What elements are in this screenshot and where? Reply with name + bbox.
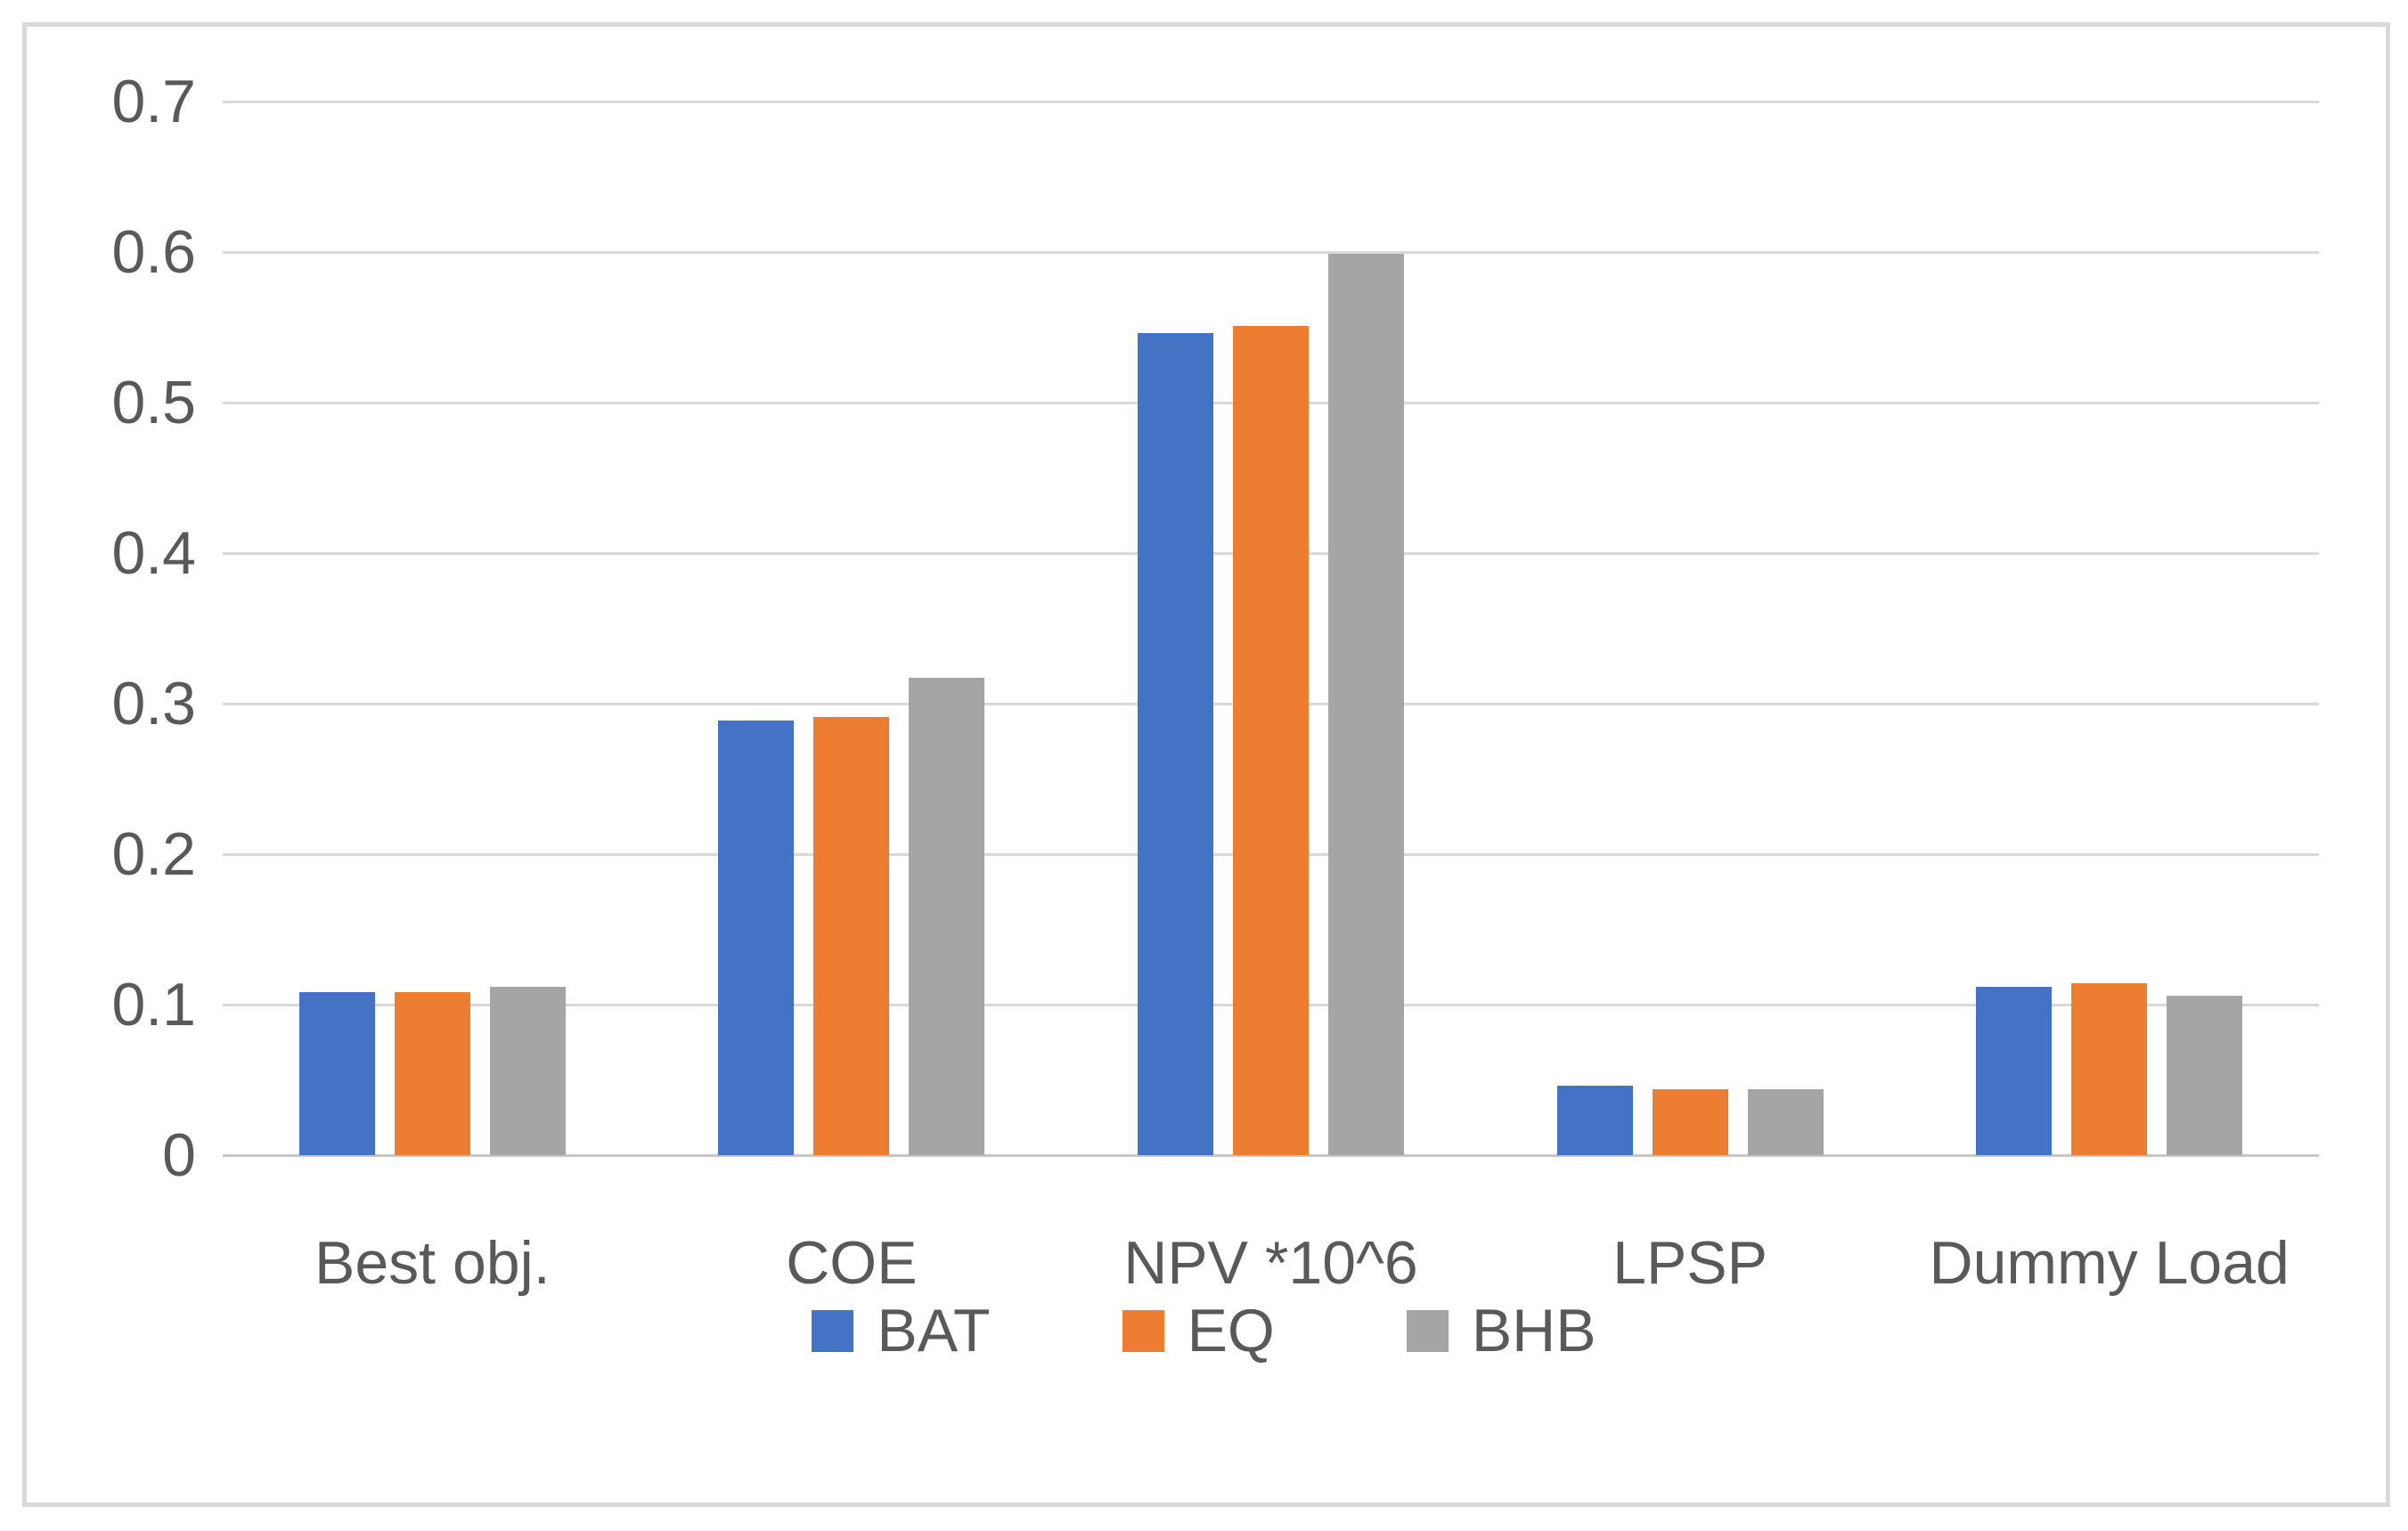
gridline-y-0.6 (223, 250, 2319, 254)
bar-BAT-LPSP (1556, 1086, 1633, 1155)
legend-swatch-BAT (812, 1309, 854, 1352)
y-tick-label-0.5: 0.5 (111, 369, 196, 436)
bar-BHB-LPSP (1747, 1089, 1824, 1155)
bar-EQ-LPSP (1652, 1089, 1728, 1155)
x-axis-line (223, 1153, 2319, 1157)
category-label-Best obj.: Best obj. (314, 1229, 551, 1297)
bar-group-Best obj. (223, 102, 642, 1155)
gridline-y-0.7 (223, 100, 2319, 103)
category-label-COE: COE (786, 1229, 918, 1297)
legend-swatch-EQ (1122, 1309, 1164, 1352)
bar-EQ-NPV *10^6 (1232, 326, 1309, 1155)
bar-group-LPSP (1481, 102, 1900, 1155)
y-tick-label-0: 0 (162, 1121, 196, 1189)
y-tick-label-0.7: 0.7 (111, 68, 196, 135)
y-tick-label-0.3: 0.3 (111, 670, 196, 737)
y-tick-label-0.1: 0.1 (111, 971, 196, 1038)
bar-group-COE (642, 102, 1062, 1155)
bar-BAT-NPV *10^6 (1137, 333, 1213, 1155)
bar-BAT-Dummy Load (1976, 987, 2053, 1155)
legend-item-BHB: BHB (1406, 1295, 1596, 1366)
legend-swatch-BHB (1406, 1309, 1449, 1352)
legend-item-BAT: BAT (812, 1295, 991, 1366)
plot-area (223, 100, 2319, 1157)
chart-legend: BAT EQ BHB (0, 1290, 2408, 1372)
category-label-Dummy Load: Dummy Load (1929, 1229, 2290, 1297)
legend-label-BAT: BAT (877, 1297, 991, 1364)
bar-EQ-Dummy Load (2071, 983, 2148, 1155)
y-tick-label-0.2: 0.2 (111, 820, 196, 888)
x-axis-category-labels: Best obj. COE NPV *10^6 LPSP Dummy Load (223, 1222, 2319, 1304)
bar-BAT-Best obj. (298, 992, 375, 1155)
legend-label-BHB: BHB (1471, 1297, 1596, 1364)
legend-item-EQ: EQ (1122, 1295, 1275, 1366)
bar-EQ-Best obj. (394, 992, 470, 1155)
bar-BHB-NPV *10^6 (1327, 254, 1404, 1155)
bar-group-Dummy Load (1899, 102, 2319, 1155)
category-label-NPV *10^6: NPV *10^6 (1123, 1229, 1418, 1297)
y-tick-label-0.4: 0.4 (111, 519, 196, 587)
legend-label-EQ: EQ (1187, 1297, 1275, 1364)
bar-BHB-Best obj. (489, 987, 566, 1155)
bar-BHB-Dummy Load (2167, 996, 2243, 1155)
bar-EQ-COE (813, 717, 890, 1155)
bar-BAT-COE (718, 721, 795, 1155)
bar-BHB-COE (909, 678, 985, 1155)
y-tick-label-0.6: 0.6 (111, 218, 196, 286)
bar-group-NPV *10^6 (1061, 102, 1481, 1155)
category-label-LPSP: LPSP (1612, 1229, 1768, 1297)
